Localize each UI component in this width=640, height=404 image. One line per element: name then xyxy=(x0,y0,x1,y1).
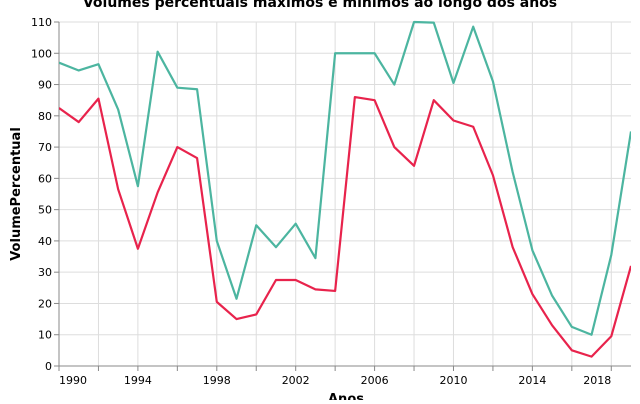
y-tick-label: 70 xyxy=(38,141,52,154)
x-tick-label: 1994 xyxy=(124,374,152,387)
y-axis-title: VolumePercentual xyxy=(9,127,24,261)
x-tick-label: 2010 xyxy=(439,374,467,387)
series-line-2 xyxy=(59,95,631,358)
chart-title: Volumes percentuais máximos e mínimos ao… xyxy=(83,0,557,11)
y-tick-label: 40 xyxy=(38,235,52,248)
x-tick-label: 2006 xyxy=(361,374,389,387)
y-tick-label: 80 xyxy=(38,110,52,123)
y-tick-label: 30 xyxy=(38,266,52,279)
y-tick-label: 60 xyxy=(38,172,52,185)
x-tick-label: 2018 xyxy=(583,374,611,387)
y-tick-label: 50 xyxy=(38,204,52,217)
data-series xyxy=(59,20,631,358)
series-line-1 xyxy=(59,20,631,336)
y-tick-label: 90 xyxy=(38,79,52,92)
y-tick-label: 110 xyxy=(31,16,52,29)
x-tick-label: 1990 xyxy=(59,374,87,387)
axes: 0 10 20 30 40 50 60 70 80 90 100 110 1990 1994 1998 200… xyxy=(31,16,631,387)
y-tick-label: 10 xyxy=(38,329,52,342)
y-tick-label: 0 xyxy=(45,360,52,373)
y-tick-label: 20 xyxy=(38,297,52,310)
x-tick-label: 2014 xyxy=(518,374,546,387)
x-axis-title: Anos xyxy=(328,392,364,400)
y-tick-label: 100 xyxy=(31,47,52,60)
x-tick-label: 2002 xyxy=(282,374,310,387)
x-tick-label: 1998 xyxy=(203,374,231,387)
